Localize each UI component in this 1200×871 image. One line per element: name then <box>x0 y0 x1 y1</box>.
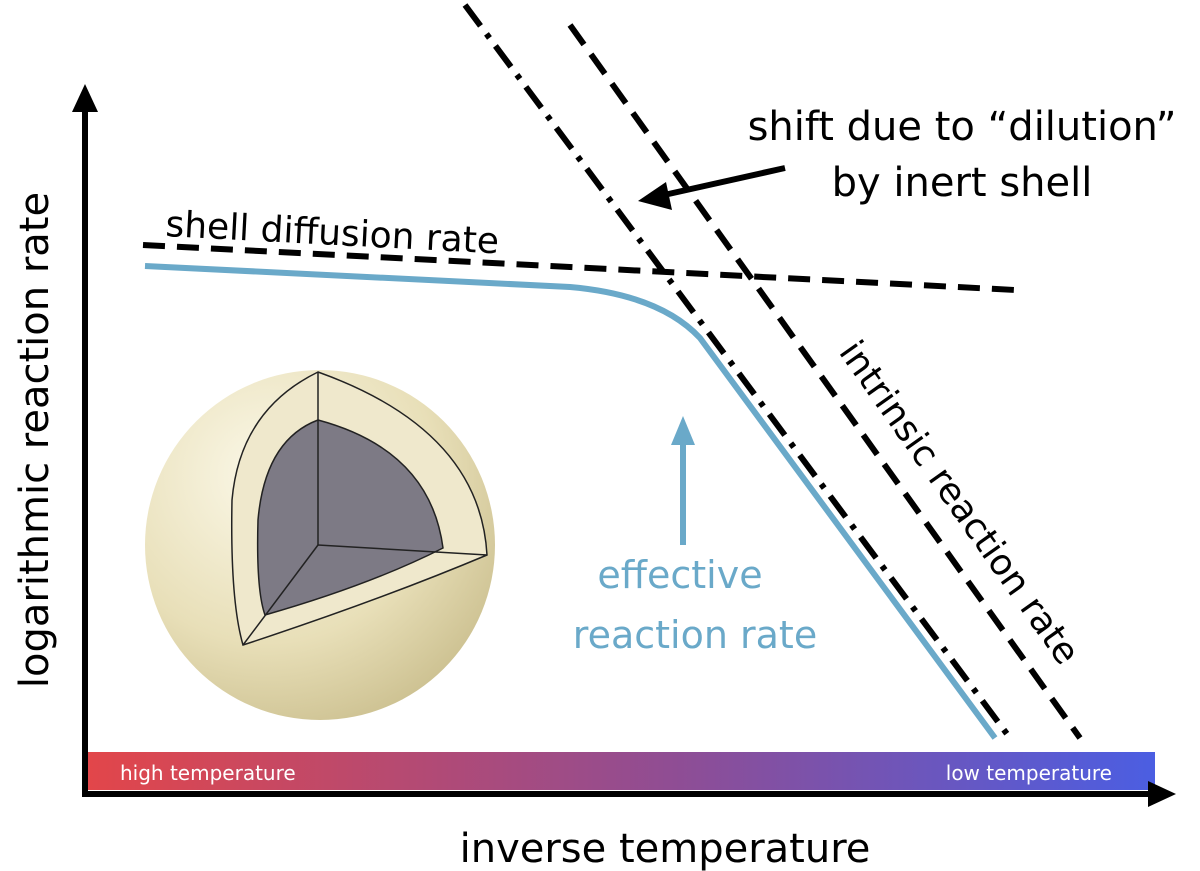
shift-arrow-head <box>638 182 672 210</box>
low-temperature-label: low temperature <box>946 761 1112 785</box>
intrinsic-label: intrinsic reaction rate <box>831 334 1088 673</box>
temperature-bar <box>88 752 1155 790</box>
shift-label: shift due to “dilution” <box>748 104 1177 150</box>
effective-rate-curve <box>144 263 998 740</box>
shell-diffusion-label: shell diffusion rate <box>165 204 501 262</box>
high-temperature-label: high temperature <box>120 761 296 785</box>
effective-label: reaction rate <box>573 613 817 657</box>
intrinsic-line <box>567 23 1083 740</box>
y-axis-label: logarithmic reaction rate <box>12 192 58 688</box>
shift-arrow <box>654 165 786 200</box>
x-axis-arrow <box>1148 781 1176 807</box>
effective-label: effective <box>597 553 762 597</box>
y-axis-arrow <box>72 84 98 112</box>
effective-arrow-head <box>671 416 695 445</box>
shift-label: by inert shell <box>832 160 1093 206</box>
core-shell-particle <box>145 370 495 720</box>
x-axis-label: inverse temperature <box>460 826 871 871</box>
shell-diffusion-line <box>142 242 1016 293</box>
